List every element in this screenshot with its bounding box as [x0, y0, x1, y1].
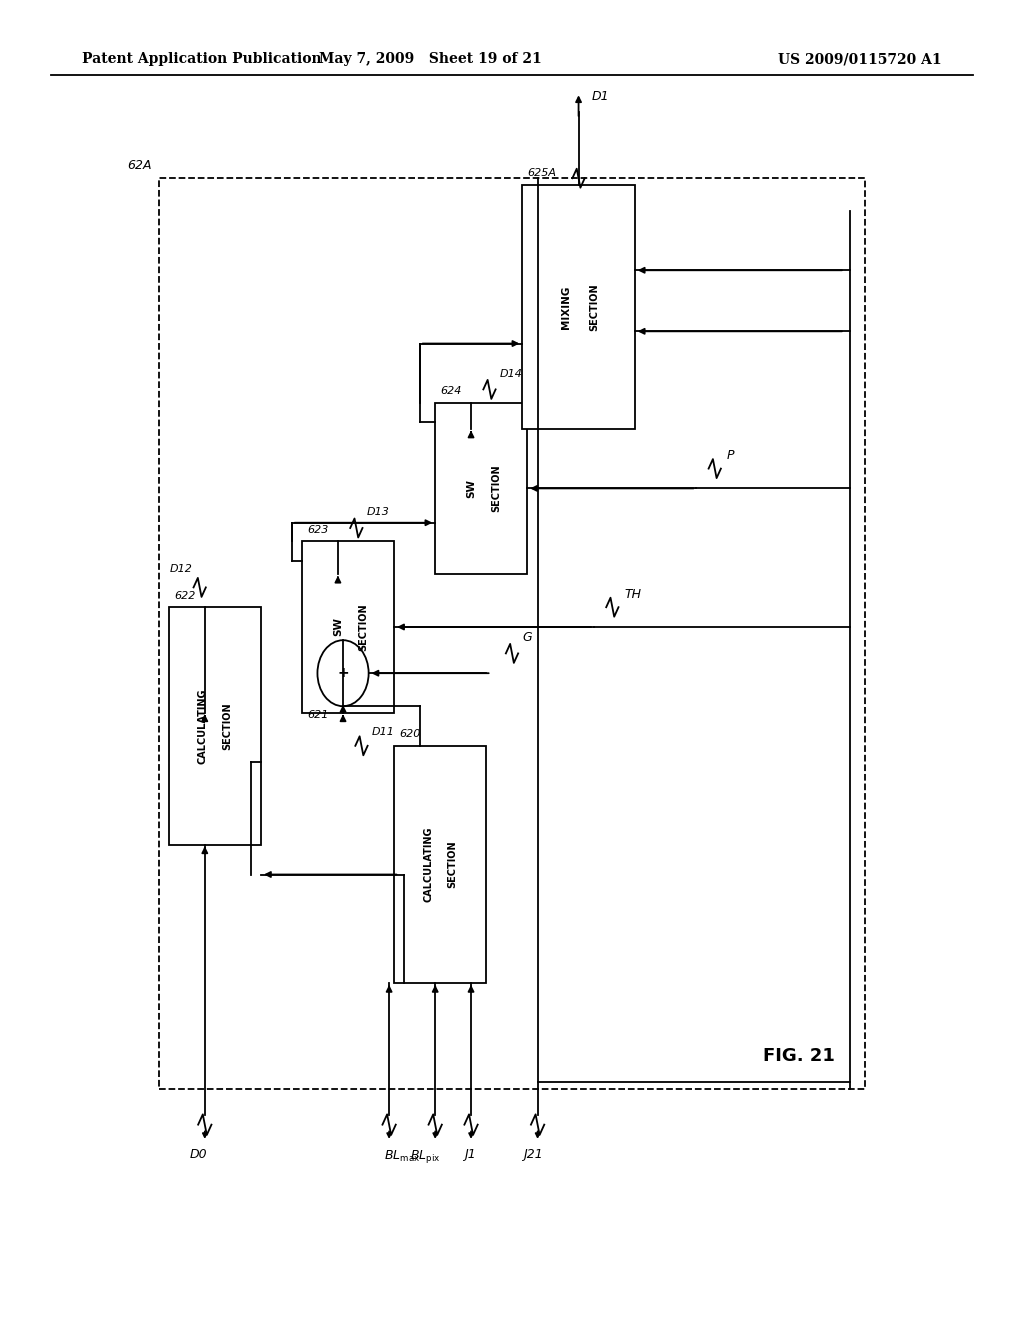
- Text: FIG. 21: FIG. 21: [763, 1047, 835, 1065]
- Text: SW: SW: [466, 479, 476, 498]
- Text: TH: TH: [625, 587, 642, 601]
- Text: D1: D1: [592, 90, 609, 103]
- Text: D13: D13: [367, 507, 389, 517]
- Text: MIXING: MIXING: [561, 285, 571, 329]
- Text: J1: J1: [465, 1148, 476, 1162]
- Text: CALCULATING: CALCULATING: [198, 688, 208, 764]
- Text: P: P: [727, 449, 734, 462]
- Text: 623: 623: [307, 524, 329, 535]
- Text: 625A: 625A: [527, 168, 556, 178]
- Text: D12: D12: [170, 564, 193, 574]
- Text: +: +: [337, 667, 349, 680]
- Text: D11: D11: [372, 726, 394, 737]
- Bar: [159, 178, 865, 1089]
- Text: 620: 620: [399, 729, 421, 739]
- Text: US 2009/0115720 A1: US 2009/0115720 A1: [778, 53, 942, 66]
- Text: SECTION: SECTION: [492, 465, 502, 512]
- Text: Patent Application Publication: Patent Application Publication: [82, 53, 322, 66]
- Text: SECTION: SECTION: [222, 702, 232, 750]
- Text: SW: SW: [333, 618, 343, 636]
- Text: J21: J21: [523, 1148, 543, 1162]
- Text: BL$_{\rm pix}$: BL$_{\rm pix}$: [410, 1148, 440, 1166]
- Text: 621: 621: [307, 710, 329, 721]
- Bar: [435, 403, 527, 574]
- Text: G: G: [522, 631, 531, 644]
- Text: SECTION: SECTION: [589, 282, 599, 331]
- Text: D0: D0: [189, 1148, 207, 1162]
- Text: D14: D14: [500, 368, 522, 379]
- Bar: [394, 746, 486, 983]
- Text: SECTION: SECTION: [447, 841, 458, 888]
- Bar: [522, 185, 635, 429]
- Bar: [302, 541, 394, 713]
- Text: 62A: 62A: [127, 158, 152, 172]
- Circle shape: [317, 640, 369, 706]
- Text: BL$_{\rm max}$: BL$_{\rm max}$: [384, 1148, 421, 1163]
- Text: 622: 622: [174, 590, 196, 601]
- Text: SECTION: SECTION: [358, 603, 369, 651]
- Bar: [169, 607, 261, 845]
- Text: CALCULATING: CALCULATING: [423, 826, 433, 903]
- Text: May 7, 2009   Sheet 19 of 21: May 7, 2009 Sheet 19 of 21: [318, 53, 542, 66]
- Text: 624: 624: [440, 385, 462, 396]
